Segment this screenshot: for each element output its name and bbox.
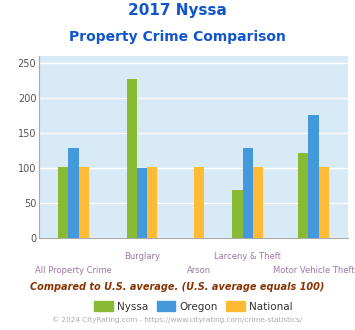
Bar [147, 167, 157, 238]
Bar [68, 148, 78, 238]
Text: Property Crime Comparison: Property Crime Comparison [69, 30, 286, 44]
Bar [253, 167, 263, 238]
Text: Larceny & Theft: Larceny & Theft [214, 252, 281, 261]
Bar [308, 115, 319, 238]
Bar [58, 167, 68, 238]
Text: © 2024 CityRating.com - https://www.cityrating.com/crime-statistics/: © 2024 CityRating.com - https://www.city… [53, 317, 302, 323]
Legend: Nyssa, Oregon, National: Nyssa, Oregon, National [90, 297, 297, 316]
Bar [127, 79, 137, 238]
Text: 2017 Nyssa: 2017 Nyssa [128, 3, 227, 18]
Bar [194, 167, 204, 238]
Text: Motor Vehicle Theft: Motor Vehicle Theft [273, 266, 354, 275]
Bar [233, 190, 243, 238]
Bar [78, 167, 89, 238]
Text: Burglary: Burglary [124, 252, 160, 261]
Text: Arson: Arson [187, 266, 211, 275]
Bar [298, 153, 308, 238]
Text: Compared to U.S. average. (U.S. average equals 100): Compared to U.S. average. (U.S. average … [30, 282, 325, 292]
Text: All Property Crime: All Property Crime [35, 266, 112, 275]
Bar [319, 167, 329, 238]
Bar [243, 148, 253, 238]
Bar [137, 169, 147, 238]
